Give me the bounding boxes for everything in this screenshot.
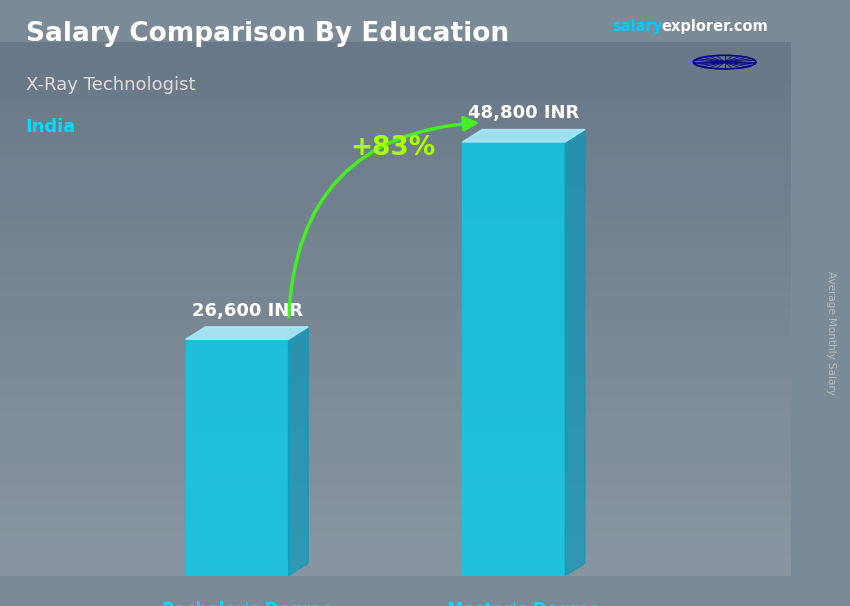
Bar [462,142,565,576]
Text: Salary Comparison By Education: Salary Comparison By Education [26,21,508,47]
Text: 26,600 INR: 26,600 INR [191,302,303,320]
Polygon shape [186,327,309,339]
Text: +83%: +83% [351,135,436,161]
Polygon shape [565,130,585,576]
Text: India: India [26,118,76,136]
FancyArrowPatch shape [289,118,475,317]
Text: X-Ray Technologist: X-Ray Technologist [26,76,195,94]
Polygon shape [462,130,585,142]
Text: explorer.com: explorer.com [661,19,768,35]
Text: 48,800 INR: 48,800 INR [468,104,580,122]
Bar [186,339,288,576]
Polygon shape [288,327,309,576]
Text: Average Monthly Salary: Average Monthly Salary [826,271,836,395]
Circle shape [721,61,728,63]
Text: salary: salary [612,19,662,35]
Text: Bachelor's Degree: Bachelor's Degree [162,601,332,606]
Text: Master's Degree: Master's Degree [447,601,601,606]
